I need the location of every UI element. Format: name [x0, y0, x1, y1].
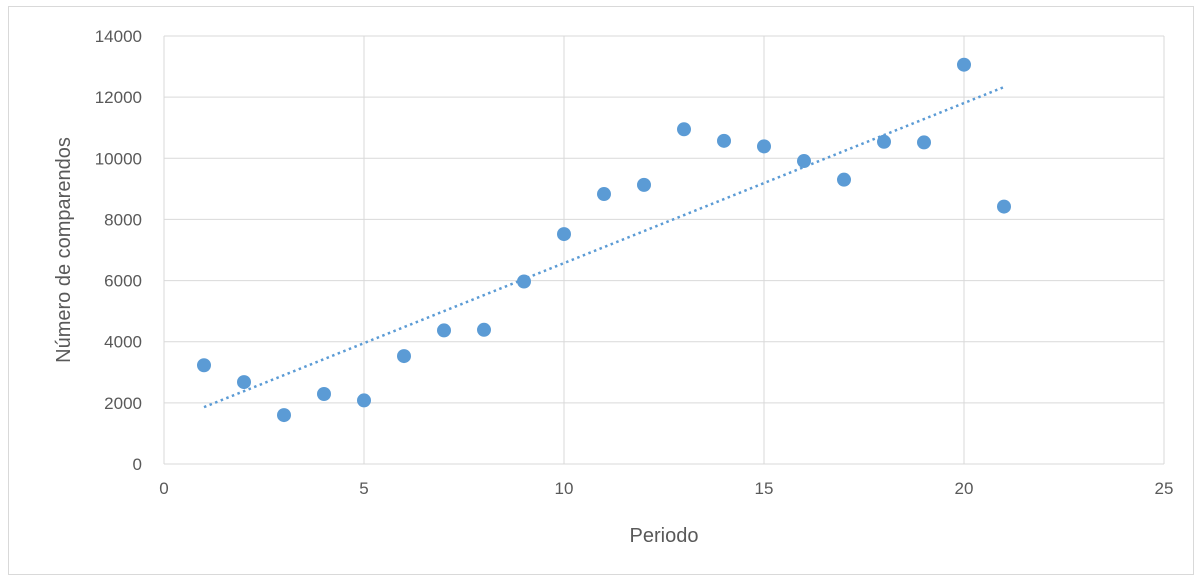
x-tick-label: 5 [359, 479, 368, 498]
chart-area [8, 6, 1194, 575]
y-tick-label: 4000 [104, 333, 142, 352]
data-point [237, 375, 251, 390]
y-axis-title: Número de comparendos [53, 137, 75, 363]
data-point [597, 187, 611, 202]
data-point [477, 322, 491, 337]
data-point [437, 323, 451, 338]
x-tick-label: 0 [159, 479, 168, 498]
data-point [957, 57, 971, 72]
y-axis-ticks: 0 2000 4000 6000 8000 10000 12000 14000 [95, 27, 142, 474]
data-point [757, 139, 771, 154]
data-point [397, 349, 411, 364]
data-point [717, 133, 731, 148]
y-tick-label: 14000 [95, 27, 142, 46]
y-tick-label: 6000 [104, 272, 142, 291]
data-point [557, 227, 571, 242]
gridlines [163, 35, 1165, 465]
data-point [877, 134, 891, 149]
y-tick-label: 8000 [104, 210, 142, 229]
y-tick-label: 10000 [95, 149, 142, 168]
x-tick-label: 15 [755, 479, 774, 498]
x-axis-ticks: 0 5 10 15 20 25 [159, 479, 1173, 498]
data-point [637, 177, 651, 192]
data-point [357, 393, 371, 408]
data-point [677, 122, 691, 137]
x-axis-title: Periodo [630, 525, 699, 547]
data-point [837, 172, 851, 187]
data-point [917, 135, 931, 150]
y-tick-label: 0 [133, 455, 142, 474]
data-point [277, 408, 291, 423]
y-tick-label: 2000 [104, 394, 142, 413]
x-tick-label: 10 [555, 479, 574, 498]
data-point [797, 154, 811, 169]
data-point [517, 274, 531, 289]
y-tick-label: 12000 [95, 88, 142, 107]
data-points [197, 57, 1011, 423]
data-point [997, 199, 1011, 214]
x-tick-label: 25 [1155, 479, 1174, 498]
x-tick-label: 20 [955, 479, 974, 498]
data-point [317, 386, 331, 401]
data-point [197, 358, 211, 373]
